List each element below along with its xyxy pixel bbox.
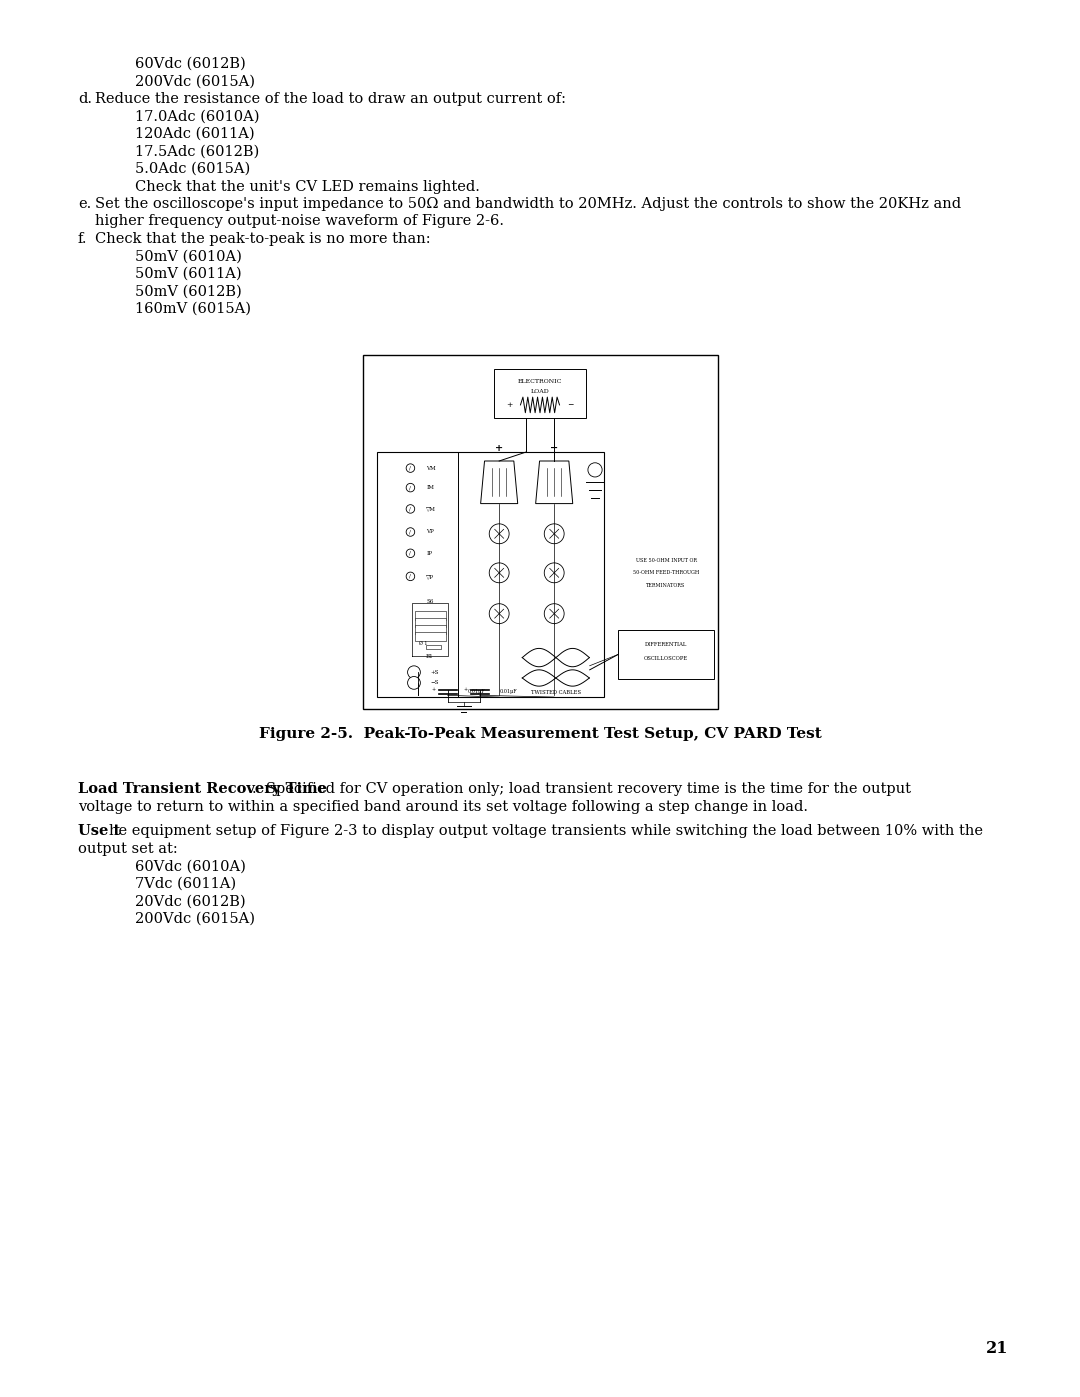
Bar <box>415 633 446 641</box>
Text: +: + <box>507 401 513 409</box>
Text: 50mV (6012B): 50mV (6012B) <box>135 285 242 299</box>
Text: Load Transient Recovery Time: Load Transient Recovery Time <box>78 782 327 796</box>
Text: 120Adc (6011A): 120Adc (6011A) <box>135 127 255 141</box>
Text: 160mV (6015A): 160mV (6015A) <box>135 302 251 316</box>
Text: 21: 21 <box>986 1340 1008 1356</box>
Text: Ø 1: Ø 1 <box>419 641 427 647</box>
Text: LOAD: LOAD <box>530 390 550 394</box>
Text: 60Vdc (6010A): 60Vdc (6010A) <box>135 859 246 873</box>
Circle shape <box>406 573 415 581</box>
Text: IM: IM <box>427 485 434 490</box>
Polygon shape <box>481 461 517 503</box>
Text: VM: VM <box>427 465 436 471</box>
Text: 60Vdc (6012B): 60Vdc (6012B) <box>135 57 246 71</box>
Bar <box>363 355 717 710</box>
Text: B1: B1 <box>427 654 434 659</box>
Text: .  Specified for CV operation only; load transient recovery time is the time for: . Specified for CV operation only; load … <box>252 782 910 796</box>
Text: e.: e. <box>78 197 91 211</box>
Text: Check that the unit's CV LED remains lighted.: Check that the unit's CV LED remains lig… <box>135 179 480 194</box>
Text: ▽P: ▽P <box>427 574 434 578</box>
Bar <box>415 610 446 620</box>
Text: ▽M: ▽M <box>427 507 436 511</box>
Bar <box>415 626 446 634</box>
Text: /: / <box>409 485 411 490</box>
Circle shape <box>406 528 415 536</box>
Text: OSCILLOSCOPE: OSCILLOSCOPE <box>644 655 688 661</box>
Circle shape <box>489 604 509 623</box>
Text: 7Vdc (6011A): 7Vdc (6011A) <box>135 877 237 891</box>
Text: 200Vdc (6015A): 200Vdc (6015A) <box>135 74 255 88</box>
Text: he equipment setup of Figure 2-3 to display output voltage transients while swit: he equipment setup of Figure 2-3 to disp… <box>109 824 983 838</box>
Text: 50mV (6011A): 50mV (6011A) <box>135 267 242 281</box>
Text: S6: S6 <box>427 599 434 604</box>
Bar <box>415 619 446 627</box>
Text: 0.01μF: 0.01μF <box>468 689 485 694</box>
Text: /: / <box>409 550 411 556</box>
Bar <box>427 645 441 650</box>
Polygon shape <box>536 461 572 503</box>
Circle shape <box>544 563 564 583</box>
Circle shape <box>406 504 415 513</box>
Text: 50mV (6010A): 50mV (6010A) <box>135 250 242 264</box>
Text: DIFFERENTIAL: DIFFERENTIAL <box>645 643 687 647</box>
Circle shape <box>406 483 415 492</box>
Circle shape <box>406 464 415 472</box>
Text: Check that the peak-to-peak is no more than:: Check that the peak-to-peak is no more t… <box>95 232 431 246</box>
Text: 5.0Adc (6015A): 5.0Adc (6015A) <box>135 162 251 176</box>
Text: +S: +S <box>430 669 438 675</box>
Text: +: + <box>431 687 435 693</box>
Text: +: + <box>463 687 468 693</box>
Text: IP: IP <box>427 550 432 556</box>
Text: Set the oscilloscope's input impedance to 50Ω and bandwidth to 20MHz. Adjust the: Set the oscilloscope's input impedance t… <box>95 197 961 211</box>
Text: f.: f. <box>78 232 87 246</box>
Text: /: / <box>409 465 411 471</box>
Circle shape <box>407 676 420 689</box>
Text: −: − <box>567 401 573 409</box>
Text: Figure 2-5.  Peak-To-Peak Measurement Test Setup, CV PARD Test: Figure 2-5. Peak-To-Peak Measurement Tes… <box>258 728 822 742</box>
Circle shape <box>407 666 420 679</box>
Text: 50-OHM FEED-THROUGH: 50-OHM FEED-THROUGH <box>633 570 699 576</box>
Circle shape <box>544 604 564 623</box>
Text: 17.5Adc (6012B): 17.5Adc (6012B) <box>135 144 259 158</box>
Text: 0.01μF: 0.01μF <box>499 689 517 694</box>
Text: Reduce the resistance of the load to draw an output current of:: Reduce the resistance of the load to dra… <box>95 92 566 106</box>
Text: /: / <box>409 529 411 535</box>
Text: higher frequency output-noise waveform of Figure 2-6.: higher frequency output-noise waveform o… <box>95 215 504 229</box>
Bar <box>618 630 714 679</box>
Text: 200Vdc (6015A): 200Vdc (6015A) <box>135 912 255 926</box>
Text: VP: VP <box>427 529 434 535</box>
Text: +: + <box>495 444 503 453</box>
Bar <box>494 369 586 418</box>
Text: d.: d. <box>78 92 92 106</box>
Text: USE 50-OHM INPUT OR: USE 50-OHM INPUT OR <box>635 557 697 563</box>
Text: −: − <box>550 444 558 453</box>
Circle shape <box>406 549 415 557</box>
Text: −S: −S <box>430 680 438 686</box>
Text: 20Vdc (6012B): 20Vdc (6012B) <box>135 894 245 908</box>
Text: /: / <box>409 507 411 511</box>
Text: ELECTRONIC: ELECTRONIC <box>517 379 563 384</box>
Circle shape <box>489 524 509 543</box>
Circle shape <box>489 563 509 583</box>
Text: TWISTED CABLES: TWISTED CABLES <box>531 690 581 694</box>
Text: voltage to return to within a specified band around its set voltage following a : voltage to return to within a specified … <box>78 800 808 814</box>
Circle shape <box>544 524 564 543</box>
Bar <box>377 453 604 697</box>
Text: /: / <box>409 574 411 578</box>
Text: 17.0Adc (6010A): 17.0Adc (6010A) <box>135 109 259 123</box>
Text: output set at:: output set at: <box>78 842 178 856</box>
Text: Use t: Use t <box>78 824 120 838</box>
Text: TERMINATORS: TERMINATORS <box>647 583 686 588</box>
Circle shape <box>588 462 603 476</box>
